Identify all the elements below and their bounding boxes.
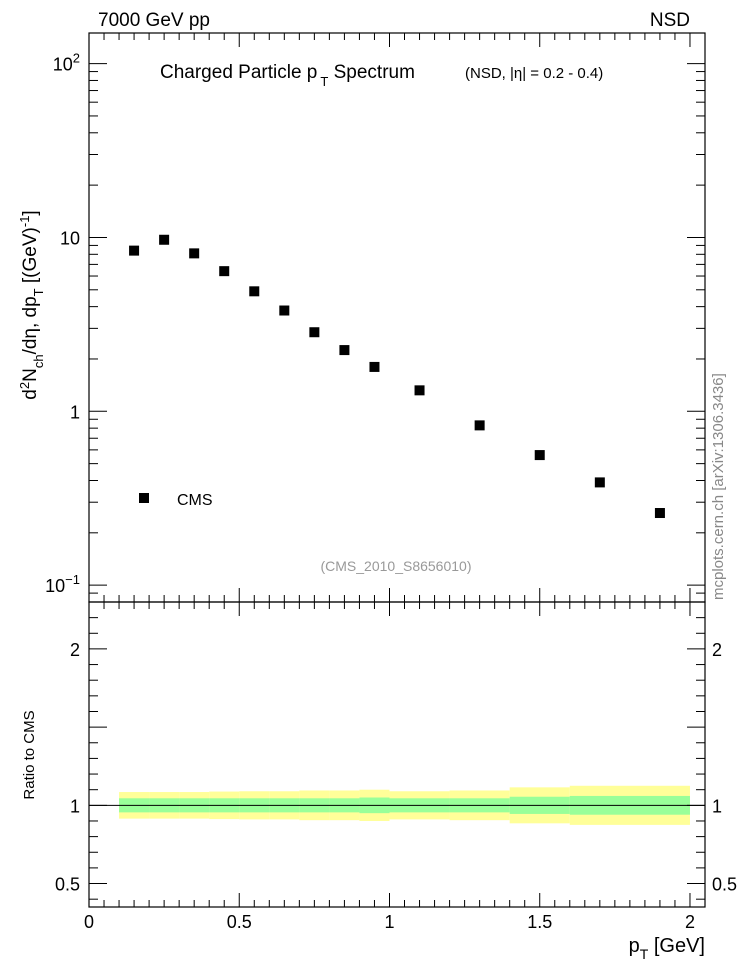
ratio-plot-frame	[88, 601, 706, 908]
ratio-y-tick-label-left-1: 1	[70, 796, 80, 816]
data-point-cms-11	[534, 450, 545, 461]
ratio-y-tick-label-right-1: 1	[712, 796, 722, 816]
ratio-panel: Ratio to CMS pT [GeV] 0 0.5 1 1.5 20.5 0.51 12…	[21, 601, 737, 962]
side-label: mcplots.cern.ch [arXiv:1306.3436]	[710, 373, 727, 600]
data-point-cms-10	[474, 420, 485, 431]
data-point-cms-8	[369, 361, 380, 372]
data-point-cms-6	[309, 327, 320, 338]
ratio-y-axis-label: Ratio to CMS	[21, 710, 38, 799]
data-point-cms-12	[594, 477, 605, 488]
main-y-tick-label-3: 102	[53, 51, 80, 75]
main-plot-frame	[88, 32, 706, 603]
main-y-tick-label-0: 10−1	[45, 572, 80, 596]
x-tick-label-1: 0.5	[227, 912, 252, 932]
data-point-cms-5	[279, 305, 290, 316]
data-point-cms-13	[654, 508, 665, 519]
process-label: NSD	[650, 10, 690, 31]
x-tick-label-0: 0	[84, 912, 94, 932]
main-subtitle: (NSD, |η| = 0.2 - 0.4)	[465, 65, 603, 82]
data-point-cms-4	[249, 286, 260, 297]
ratio-y-tick-label-right-0: 0.5	[712, 875, 737, 895]
main-y-axis-label: d2Nch/dη, dpT [(GeV)-1]	[17, 210, 46, 399]
ratio-y-tick-label-left-2: 2	[70, 640, 80, 660]
data-point-cms-9	[414, 385, 425, 396]
ratio-y-tick-label-right-2: 2	[712, 640, 722, 660]
data-point-cms-2	[189, 248, 200, 259]
data-point-cms-1	[159, 234, 170, 245]
main-y-tick-label-2: 10	[60, 228, 80, 248]
analysis-tag: (CMS_2010_S8656010)	[321, 558, 472, 574]
legend-label-cms: CMS	[177, 492, 213, 509]
energy-label: 7000 GeV pp	[98, 10, 210, 31]
x-tick-label-2: 1	[384, 912, 394, 932]
legend-marker-cms	[139, 493, 149, 503]
x-tick-label-3: 1.5	[527, 912, 552, 932]
main-y-tick-label-1: 1	[70, 402, 80, 422]
ratio-y-tick-label-left-0: 0.5	[55, 875, 80, 895]
x-axis-label: pT [GeV]	[629, 935, 705, 962]
x-tick-label-4: 2	[685, 912, 695, 932]
data-point-cms-3	[219, 266, 230, 277]
data-point-cms-7	[339, 345, 350, 356]
data-point-cms-0	[129, 245, 140, 256]
